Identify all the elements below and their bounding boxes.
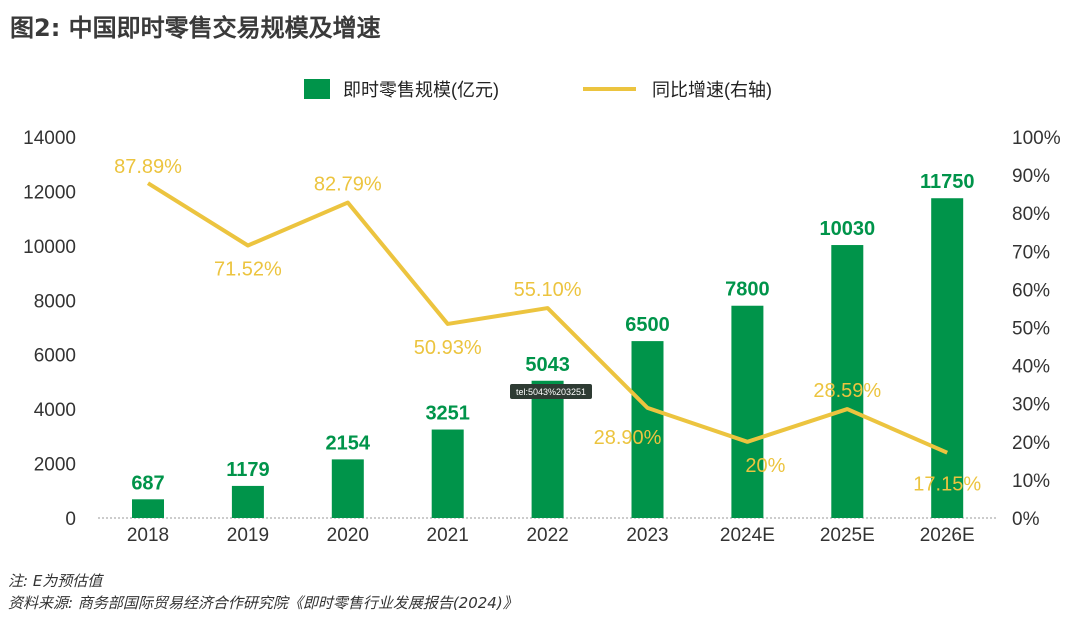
y-left-tick-label: 10000 <box>23 237 76 258</box>
bar <box>331 459 364 518</box>
y-left-tick-label: 8000 <box>34 291 76 312</box>
y-right-tick-label: 30% <box>1012 395 1050 416</box>
growth-value-label: 82.79% <box>314 174 382 196</box>
growth-value-label: 28.90% <box>594 427 662 449</box>
x-tick-label: 2025E <box>820 525 875 546</box>
bar-value-label: 3251 <box>425 403 470 425</box>
bar-value-label: 7800 <box>725 279 770 301</box>
bar <box>831 245 864 518</box>
y-left-tick-label: 2000 <box>34 455 76 476</box>
bar-value-label: 1179 <box>226 459 269 481</box>
bar-value-label: 6500 <box>625 314 670 336</box>
y-right-tick-label: 10% <box>1012 471 1050 492</box>
y-right-tick-label: 70% <box>1012 242 1050 263</box>
bar <box>431 429 464 518</box>
growth-value-label: 20% <box>745 455 785 477</box>
x-tick-label: 2021 <box>427 525 469 546</box>
growth-value-label: 50.93% <box>414 337 482 359</box>
y-right-tick-label: 40% <box>1012 357 1050 378</box>
x-tick-label: 2024E <box>720 525 775 546</box>
legend-bar-label: 即时零售规模(亿元) <box>343 80 499 100</box>
y-left-tick-label: 14000 <box>23 128 76 149</box>
bar-value-label: 687 <box>131 472 164 494</box>
y-right-tick-label: 20% <box>1012 433 1050 454</box>
y-right-tick-label: 80% <box>1012 204 1050 225</box>
bar <box>132 499 164 518</box>
bar-value-label: 10030 <box>819 218 875 240</box>
y-left-tick-label: 6000 <box>34 346 76 367</box>
y-right-tick-label: 50% <box>1012 319 1050 340</box>
growth-value-label: 17.15% <box>913 474 981 496</box>
bar-value-label: 5043 <box>525 354 570 376</box>
growth-value-label: 28.59% <box>813 380 881 402</box>
bar <box>631 341 664 518</box>
y-right-tick-label: 90% <box>1012 166 1050 187</box>
y-right-tick-label: 60% <box>1012 280 1050 301</box>
growth-value-label: 71.52% <box>214 259 282 281</box>
y-left-tick-label: 0 <box>65 509 76 530</box>
bar <box>231 485 264 518</box>
y-left-tick-label: 4000 <box>34 400 76 421</box>
y-right-tick-label: 100% <box>1012 128 1061 149</box>
y-left-tick-label: 12000 <box>23 182 76 203</box>
bar <box>531 380 564 518</box>
x-tick-label: 2018 <box>127 525 169 546</box>
tooltip-box <box>510 384 592 399</box>
x-tick-label: 2023 <box>626 525 668 546</box>
y-right-tick-label: 0% <box>1012 509 1040 530</box>
x-tick-label: 2020 <box>327 525 369 546</box>
source-text: 资料来源: 商务部国际贸易经济合作研究院《即时零售行业发展报告(2024)》 <box>8 594 518 612</box>
growth-value-label: 55.10% <box>514 279 582 301</box>
legend-bar-swatch <box>304 79 330 99</box>
legend-line-label: 同比增速(右轴) <box>652 80 772 100</box>
x-tick-label: 2019 <box>227 525 269 546</box>
growth-line <box>146 181 948 455</box>
tooltip-text: tel:5043%203251 <box>516 387 586 397</box>
growth-value-label: 87.89% <box>114 156 182 178</box>
x-tick-label: 2022 <box>526 525 568 546</box>
bar <box>931 198 964 518</box>
x-tick-label: 2026E <box>920 525 975 546</box>
bar-value-label: 2154 <box>326 432 371 454</box>
bar-value-label: 11750 <box>920 171 975 193</box>
chart-title: 图2: 中国即时零售交易规模及增速 <box>10 14 381 42</box>
note-text: 注: E为预估值 <box>8 572 103 590</box>
bar <box>731 305 764 518</box>
